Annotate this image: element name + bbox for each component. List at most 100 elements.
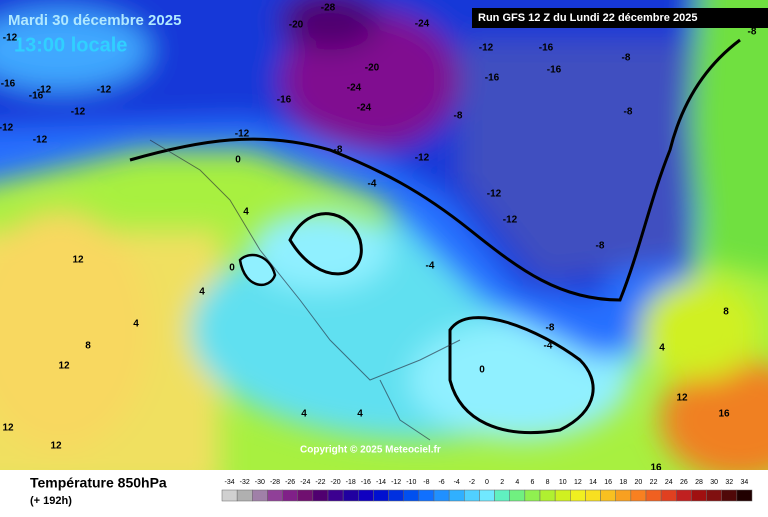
contour-label: 0 <box>229 263 235 274</box>
legend-swatch <box>282 489 298 502</box>
legend-label: 24 <box>665 479 673 486</box>
contour-label: -24 <box>347 83 362 94</box>
legend-label: -12 <box>391 479 401 486</box>
legend-swatch <box>494 489 510 502</box>
legend-label: 2 <box>500 479 504 486</box>
legend-swatch <box>524 489 541 502</box>
legend-swatch <box>267 489 283 502</box>
legend-swatch <box>479 489 495 502</box>
contour-label: -16 <box>29 91 44 102</box>
footer-title: Température 850hPa <box>30 475 167 491</box>
contour-label: 4 <box>357 409 363 420</box>
contour-label: -16 <box>539 43 554 54</box>
legend-label: -30 <box>255 479 265 486</box>
legend-label: -4 <box>454 479 460 486</box>
legend-swatch <box>252 489 268 502</box>
contour-label: -12 <box>3 33 18 44</box>
legend-label: -16 <box>361 479 371 486</box>
legend-label: -28 <box>270 479 280 486</box>
run-info: Run GFS 12 Z du Lundi 22 décembre 2025 <box>478 12 697 24</box>
legend-label: 6 <box>530 479 534 486</box>
legend-swatch <box>312 489 329 502</box>
contour-label: -12 <box>479 43 494 54</box>
contour-label: -28 <box>321 3 336 14</box>
contour-label: 8 <box>723 307 729 318</box>
legend-label: -6 <box>438 479 444 486</box>
contour-label: -8 <box>454 111 463 122</box>
run-box <box>472 8 768 28</box>
contour-label: 16 <box>718 409 730 420</box>
legend-label: -26 <box>285 479 295 486</box>
contour-label: 12 <box>58 361 70 372</box>
contour-label: -8 <box>748 27 757 38</box>
legend-swatch <box>615 489 632 502</box>
contour-labels: -12-16-12-16-12-12-12-12-20 -24-28-24-20-… <box>0 3 757 474</box>
contour-label: -16 <box>485 73 500 84</box>
legend-swatch <box>600 489 616 502</box>
contour-label: -12 <box>487 189 502 200</box>
contour-label: -20 <box>289 20 304 31</box>
legend-label: 32 <box>725 479 733 486</box>
contour-label: -4 <box>426 261 435 272</box>
legend-swatch <box>676 489 692 502</box>
legend-swatch <box>358 489 374 502</box>
legend-swatch <box>721 489 738 502</box>
contour-label: 12 <box>72 255 84 266</box>
contour-label: -12 <box>235 129 250 140</box>
legend-swatch <box>297 489 314 502</box>
contour-label: -24 <box>357 103 372 114</box>
legend-label: 22 <box>650 479 658 486</box>
contour-label: -12 <box>71 107 86 118</box>
legend-label: 18 <box>619 479 627 486</box>
legend-label: -24 <box>300 479 310 486</box>
contour-label: 4 <box>243 207 249 218</box>
legend-swatch <box>539 489 556 502</box>
legend-label: -34 <box>225 479 235 486</box>
contour-label: -12 <box>415 153 430 164</box>
footer-lead: (+ 192h) <box>30 495 72 507</box>
contour-label: -16 <box>277 95 292 106</box>
contour-label: 0 <box>235 155 241 166</box>
legend-swatch <box>509 489 526 502</box>
contour-label: 12 <box>50 441 62 452</box>
contour-label: 12 <box>676 393 688 404</box>
contour-label: 4 <box>659 343 665 354</box>
contour-label: -16 <box>1 79 16 90</box>
legend-label: -18 <box>346 479 356 486</box>
copyright: Copyright © 2025 Meteociel.fr <box>300 445 441 456</box>
legend-swatch <box>630 489 647 502</box>
contour-label: -12 <box>503 215 518 226</box>
legend-label: -22 <box>315 479 325 486</box>
legend-swatch <box>236 489 253 502</box>
contour-label: -8 <box>596 241 605 252</box>
legend-label: 4 <box>515 479 519 486</box>
contour-label: 0 <box>479 365 485 376</box>
legend-swatch <box>448 489 465 502</box>
contour-label: -12 <box>0 123 14 134</box>
legend-label: 16 <box>604 479 612 486</box>
contour-label: -8 <box>624 107 633 118</box>
legend-label: 34 <box>741 479 749 486</box>
legend-swatch <box>388 489 404 502</box>
legend-label: 20 <box>635 479 643 486</box>
legend-swatch <box>691 489 707 502</box>
legend-swatch <box>373 489 389 502</box>
legend-swatch <box>660 489 677 502</box>
contour-label: 16 <box>650 463 662 474</box>
map-field: Mardi 30 décembre 2025 13:00 locale Run … <box>0 0 768 474</box>
contour-label: -20 <box>365 63 380 74</box>
legend-swatch <box>706 489 722 502</box>
legend-swatch <box>554 489 571 502</box>
contour-label: -24 <box>415 19 430 30</box>
legend-label: 26 <box>680 479 688 486</box>
legend-label: -20 <box>331 479 341 486</box>
legend-label: 30 <box>710 479 718 486</box>
legend-swatch <box>327 489 344 502</box>
contour-label: -12 <box>37 85 52 96</box>
legend-swatch <box>342 489 359 502</box>
map-title: Mardi 30 décembre 2025 <box>8 12 181 29</box>
contour-label: -4 <box>368 179 377 190</box>
legend-label: 8 <box>546 479 550 486</box>
contour-label: -12 <box>33 135 48 146</box>
